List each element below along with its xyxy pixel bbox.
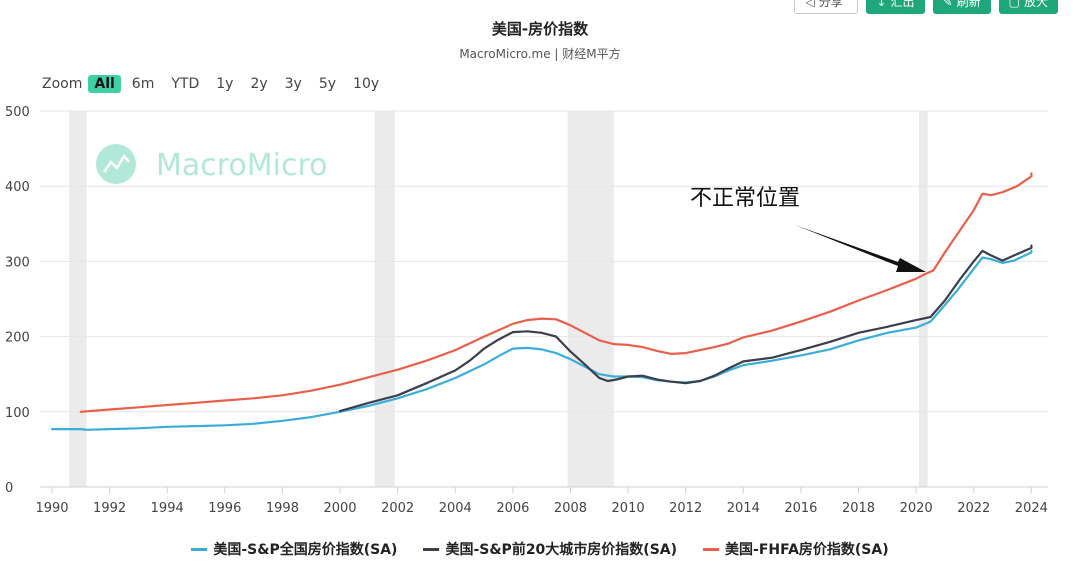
x-tick-label: 1998 <box>266 501 299 516</box>
zoom-10y-button[interactable]: 10y <box>353 76 380 92</box>
recession-band <box>567 111 614 487</box>
series-lines <box>50 172 1033 431</box>
legend-swatch <box>703 547 720 551</box>
x-tick-label: 2014 <box>727 501 760 516</box>
x-tick-label: 2006 <box>496 501 529 516</box>
x-tick-label: 2000 <box>323 501 356 516</box>
legend-swatch <box>423 547 440 551</box>
x-tick-label: 2002 <box>381 501 414 516</box>
x-tick-label: 2004 <box>439 501 472 516</box>
annotation-arrow-icon <box>795 225 926 272</box>
zoom-all-button[interactable]: All <box>88 75 121 93</box>
refresh-label: 刷新 <box>956 0 981 9</box>
export-label: 汇出 <box>890 0 915 9</box>
watermark-logo-mark <box>102 153 130 173</box>
legend-label: 美国-FHFA房价指数(SA) <box>725 542 889 558</box>
legend-label: 美国-S&P前20大城市房价指数(SA) <box>445 542 678 558</box>
zoom-ytd-button[interactable]: YTD <box>171 76 200 92</box>
watermark: MacroMicro <box>96 144 328 184</box>
expand-label: 放大 <box>1023 0 1048 9</box>
y-tick-label: 500 <box>5 105 30 120</box>
refresh-button[interactable]: ✎ 刷新 <box>932 0 991 14</box>
series-line-2 <box>79 172 1033 413</box>
zoom-label: Zoom <box>42 76 83 92</box>
recession-bands <box>69 111 928 487</box>
x-tick-label: 2016 <box>784 501 817 516</box>
top-toolbar: ◁ 分享 ↓ 汇出 ✎ 刷新 ▢ 放大 <box>794 0 1058 14</box>
x-tick-label: 2012 <box>669 501 702 516</box>
x-tick-label: 2022 <box>957 501 990 516</box>
x-tick-label: 2020 <box>900 501 933 516</box>
y-tick-label: 300 <box>5 255 30 270</box>
zoom-3y-button[interactable]: 3y <box>284 76 302 92</box>
legend-label: 美国-S&P全国房价指数(SA) <box>213 542 398 558</box>
zoom-bar: Zoom All 6m YTD 1y 2y 3y 5y 10y <box>42 75 390 93</box>
legend-swatch <box>191 547 208 551</box>
y-axis: 0 100 200 300 400 500 <box>5 105 30 496</box>
download-icon: ↓ <box>876 0 887 9</box>
expand-button[interactable]: ▢ 放大 <box>998 0 1058 14</box>
annotation-text: 不正常位置 <box>690 186 801 211</box>
pencil-icon: ✎ <box>942 0 953 9</box>
chart-subtitle: MacroMicro.me | 财经M平方 <box>459 47 621 61</box>
annotation-arrow <box>795 225 926 272</box>
share-label: 分享 <box>818 0 843 9</box>
series-line-0 <box>50 249 1033 431</box>
y-tick-label: 0 <box>5 481 13 496</box>
legend: 美国-S&P全国房价指数(SA) 美国-S&P前20大城市房价指数(SA) 美国… <box>0 539 1080 559</box>
x-tick-label: 2010 <box>612 501 645 516</box>
export-button[interactable]: ↓ 汇出 <box>866 0 925 14</box>
zoom-1y-button[interactable]: 1y <box>216 76 234 92</box>
share-button[interactable]: ◁ 分享 <box>794 0 859 14</box>
y-tick-label: 100 <box>5 406 30 421</box>
zoom-6m-button[interactable]: 6m <box>131 76 155 92</box>
watermark-text: MacroMicro <box>156 148 328 183</box>
legend-item-sp-20city[interactable]: 美国-S&P前20大城市房价指数(SA) <box>423 539 677 559</box>
legend-item-fhfa[interactable]: 美国-FHFA房价指数(SA) <box>703 539 889 559</box>
series-line-1 <box>338 244 1033 413</box>
x-tick-label: 2024 <box>1015 501 1048 516</box>
share-icon: ◁ <box>805 0 815 9</box>
y-tick-label: 400 <box>5 180 30 195</box>
y-tick-label: 200 <box>5 331 30 346</box>
watermark-logo-icon <box>96 144 136 184</box>
x-tick-label: 1994 <box>151 501 184 516</box>
zoom-2y-button[interactable]: 2y <box>250 76 268 92</box>
zoom-5y-button[interactable]: 5y <box>318 76 337 92</box>
expand-icon: ▢ <box>1008 0 1020 9</box>
legend-item-sp-national[interactable]: 美国-S&P全国房价指数(SA) <box>191 539 397 559</box>
x-tick-label: 1990 <box>35 501 68 516</box>
x-tick-label: 2008 <box>554 501 587 516</box>
recession-band <box>374 111 395 487</box>
recession-band <box>919 111 928 487</box>
x-tick-label: 1996 <box>208 501 241 516</box>
chart-title: 美国-房价指数 <box>491 20 589 38</box>
x-tick-label: 1992 <box>93 501 126 516</box>
recession-band <box>69 111 87 487</box>
x-axis: 1990 1992 1994 1996 1998 2000 2002 2004 2006 2008… <box>35 486 1048 516</box>
x-tick-label: 2018 <box>842 501 875 516</box>
